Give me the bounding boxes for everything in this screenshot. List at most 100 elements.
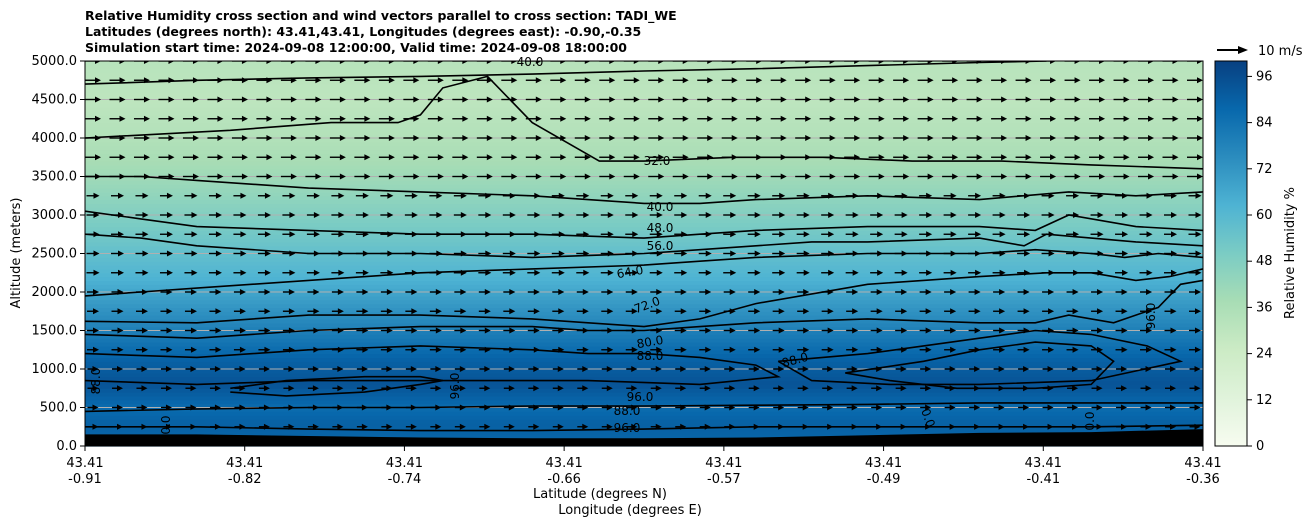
wind-arrow-icon	[649, 250, 663, 257]
wind-arrow-icon	[601, 385, 613, 392]
wind-arrow-icon	[1115, 212, 1129, 218]
wind-arrow-icon	[501, 115, 518, 122]
wind-arrow-icon	[209, 366, 221, 372]
wind-arrow-icon	[280, 154, 297, 161]
wind-arrow-icon	[1042, 404, 1054, 411]
wind-arrow-icon	[160, 423, 172, 430]
rh-band	[85, 415, 1203, 420]
wind-arrow-icon	[672, 173, 689, 180]
wind-arrow-icon	[919, 327, 932, 334]
wind-arrow-icon	[796, 269, 810, 276]
wind-arrow-icon	[844, 115, 861, 122]
contour-labels: 32.040.048.056.064.072.080.088.096.040.0…	[89, 55, 1158, 435]
wind-arrow-icon	[648, 154, 665, 161]
wind-arrow-icon	[378, 154, 395, 161]
wind-arrow-icon	[1090, 269, 1104, 276]
wind-arrow-icon	[453, 269, 467, 276]
wind-arrow-icon	[405, 289, 418, 295]
wind-arrow-icon	[527, 269, 541, 276]
wind-arrow-icon	[1089, 154, 1106, 161]
wind-arrow-icon	[819, 77, 836, 84]
wind-arrow-icon	[133, 154, 150, 161]
wind-arrow-icon	[770, 173, 787, 180]
wind-arrow-icon	[282, 192, 296, 199]
wind-arrow-icon	[723, 192, 737, 199]
wind-arrow-icon	[452, 96, 469, 103]
wind-arrow-icon	[160, 308, 173, 315]
wind-arrow-icon	[969, 366, 981, 372]
wind-arrow-icon	[942, 154, 959, 161]
wind-arrow-icon	[919, 192, 933, 199]
x-tick-label-lon: -0.91	[68, 472, 102, 487]
wind-arrow-icon	[747, 269, 761, 276]
wind-arrow-icon	[845, 269, 859, 276]
wind-arrow-icon	[380, 346, 393, 353]
wind-arrow-icon	[797, 404, 809, 411]
wind-arrow-icon	[307, 308, 320, 315]
wind-arrow-icon	[307, 423, 319, 430]
wind-arrow-icon	[1040, 173, 1057, 180]
rh-band	[85, 392, 1203, 397]
rh-band	[85, 434, 1203, 439]
wind-arrow-icon	[577, 366, 589, 372]
rh-band	[85, 318, 1203, 324]
wind-arrow-icon	[527, 308, 540, 315]
wind-arrow-icon	[795, 61, 812, 64]
wind-arrow-icon	[1089, 96, 1106, 103]
rh-band	[85, 272, 1203, 278]
wind-arrow-icon	[944, 327, 957, 334]
wind-arrow-icon	[1017, 327, 1030, 334]
wind-arrow-icon	[625, 212, 639, 218]
wind-arrow-icon	[650, 308, 663, 315]
wind-arrow-icon	[305, 154, 322, 161]
wind-arrow-icon	[280, 135, 297, 141]
wind-arrow-icon	[991, 115, 1008, 122]
rh-band	[85, 330, 1203, 335]
wind-arrow-icon	[354, 135, 371, 141]
contour-label: 0.0	[1083, 411, 1097, 430]
y-tick-label: 5000.0	[32, 54, 78, 69]
wind-arrow-icon	[331, 346, 344, 353]
wind-arrow-icon	[746, 61, 763, 64]
wind-arrow-icon	[821, 250, 835, 257]
wind-arrow-icon	[527, 231, 541, 238]
wind-arrow-icon	[844, 154, 861, 161]
wind-arrow-icon	[332, 366, 344, 372]
wind-arrow-icon	[258, 423, 270, 430]
wind-arrow-icon	[551, 231, 565, 238]
wind-arrow-icon	[453, 250, 467, 257]
wind-arrow-icon	[577, 423, 589, 430]
wind-arrow-icon	[133, 135, 150, 141]
wind-arrow-icon	[894, 231, 908, 238]
rh-band	[85, 388, 1203, 393]
wind-arrow-icon	[1139, 192, 1153, 199]
wind-arrow-icon	[354, 154, 371, 161]
wind-arrow-icon	[1162, 77, 1179, 84]
wind-arrow-icon	[599, 154, 616, 161]
wind-arrow-icon	[306, 269, 320, 276]
rh-band	[85, 111, 1203, 116]
rh-band	[85, 199, 1203, 205]
contour-label: 88.0	[614, 404, 641, 418]
wind-arrow-icon	[821, 289, 834, 295]
wind-arrow-icon	[234, 423, 246, 430]
wind-arrow-icon	[846, 366, 858, 372]
wind-arrow-icon	[185, 423, 197, 430]
wind-arrow-icon	[1041, 192, 1055, 199]
wind-arrow-icon	[917, 96, 934, 103]
wind-arrow-icon	[844, 173, 861, 180]
wind-arrow-icon	[1115, 269, 1129, 276]
wind-arrow-icon	[648, 61, 665, 64]
wind-arrow-icon	[870, 192, 884, 199]
wind-arrow-icon	[1091, 404, 1103, 411]
wind-arrow-icon	[527, 192, 541, 199]
wind-arrow-icon	[992, 250, 1006, 257]
wind-arrow-icon	[1017, 250, 1031, 257]
wind-arrow-icon	[1140, 423, 1152, 430]
chart-title-line-3: Simulation start time: 2024-09-08 12:00:…	[85, 40, 627, 55]
wind-arrow-icon	[478, 327, 491, 334]
wind-arrow-icon	[871, 404, 883, 411]
wind-arrow-icon	[723, 250, 737, 257]
colorbar-label: Relative Humidity %	[1283, 187, 1298, 319]
